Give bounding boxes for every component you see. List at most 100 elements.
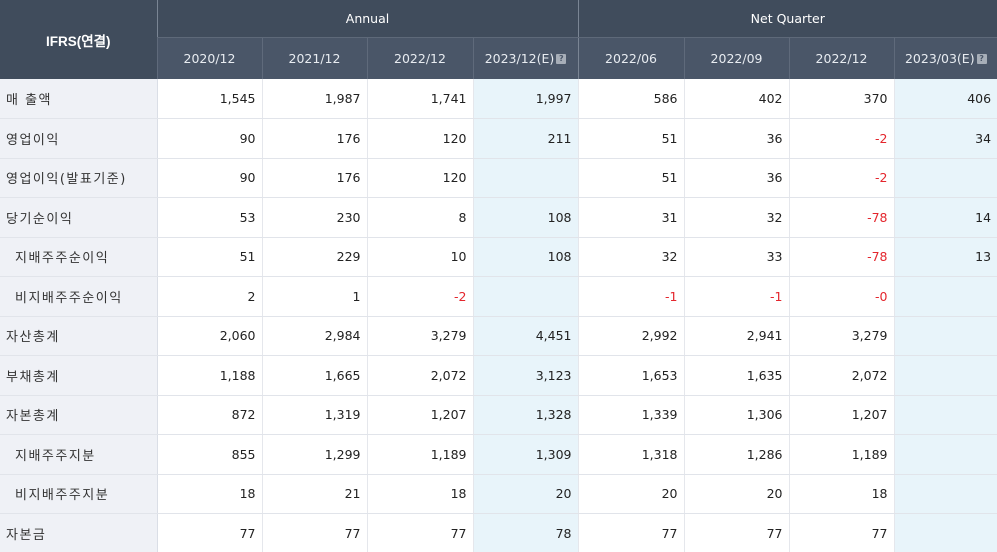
value-cell	[893, 434, 997, 475]
value-cell: 3,279	[366, 316, 473, 356]
row-net-income: 당기순이익 53 230 8 108 31 32 -78 14	[0, 197, 997, 238]
value-cell: 872	[156, 395, 262, 435]
value-cell: 18	[156, 474, 262, 514]
row-net-income-noncontrolling: 비지배주주순이익 2 1 -2 -1 -1 -0	[0, 276, 997, 317]
value-cell: 20	[683, 474, 790, 514]
value-cell: 32	[577, 237, 685, 277]
value-cell: 1,309	[472, 434, 579, 475]
value-cell: 1,207	[366, 395, 473, 435]
value-cell	[893, 316, 997, 356]
help-icon[interactable]	[976, 54, 987, 64]
period-header-annual-2023-12-estimate: 2023/12(E)	[472, 37, 579, 79]
row-total-equity: 자본총계 872 1,319 1,207 1,328 1,339 1,306 1…	[0, 395, 997, 435]
value-cell: 1,635	[683, 355, 790, 396]
value-cell: 108	[472, 197, 579, 238]
value-cell: 53	[156, 197, 262, 238]
value-cell: 1,987	[261, 79, 367, 119]
value-cell: 120	[366, 158, 473, 198]
value-cell: 51	[577, 158, 685, 198]
help-icon[interactable]	[556, 54, 567, 64]
value-cell: 1,299	[261, 434, 367, 475]
value-cell: 1,339	[577, 395, 685, 435]
value-cell: 78	[472, 513, 579, 552]
period-label: 2020/12	[183, 51, 236, 66]
value-cell: 3,279	[788, 316, 895, 356]
value-cell	[472, 158, 579, 198]
row-label: 자산총계	[0, 316, 158, 356]
row-label: 자본총계	[0, 395, 158, 435]
row-label: 비지배주주지분	[0, 474, 158, 514]
period-label: 2023/12(E)	[484, 51, 555, 66]
value-cell: 1,328	[472, 395, 579, 435]
value-cell: 1,997	[472, 79, 579, 119]
value-cell: 2,072	[366, 355, 473, 396]
value-cell: 2,984	[261, 316, 367, 356]
value-cell: 1,189	[366, 434, 473, 475]
value-cell: 21	[261, 474, 367, 514]
row-label: 자본금	[0, 513, 158, 552]
value-cell: 13	[893, 237, 997, 277]
period-label: 2021/12	[288, 51, 341, 66]
value-cell: 51	[156, 237, 262, 277]
value-cell: 32	[683, 197, 790, 238]
period-label: 2023/03(E)	[904, 51, 975, 66]
value-cell: -78	[788, 197, 895, 238]
group-header-annual: Annual	[156, 0, 579, 38]
value-cell: 2,992	[577, 316, 685, 356]
row-label: 지배주주순이익	[0, 237, 158, 277]
value-cell	[893, 474, 997, 514]
value-cell: 1,665	[261, 355, 367, 396]
value-cell: 1,318	[577, 434, 685, 475]
value-cell: 1,207	[788, 395, 895, 435]
value-cell: 34	[893, 118, 997, 159]
period-header-annual-2020-12: 2020/12	[156, 37, 262, 79]
row-equity-noncontrolling: 비지배주주지분 18 21 18 20 20 20 18	[0, 474, 997, 514]
value-cell: 855	[156, 434, 262, 475]
value-cell	[893, 355, 997, 396]
value-cell: 20	[472, 474, 579, 514]
value-cell: 1,286	[683, 434, 790, 475]
period-header-quarter-2022-06: 2022/06	[577, 37, 685, 79]
value-cell: 20	[577, 474, 685, 514]
row-revenue: 매 출액 1,545 1,987 1,741 1,997 586 402 370…	[0, 79, 997, 119]
value-cell	[893, 276, 997, 317]
period-header-quarter-2023-03-estimate: 2023/03(E)	[893, 37, 997, 79]
value-cell: 1,189	[788, 434, 895, 475]
value-cell: -78	[788, 237, 895, 277]
period-header-quarter-2022-09: 2022/09	[683, 37, 790, 79]
table-header: IFRS(연결) Annual Net Quarter 2020/12 2021…	[0, 0, 997, 79]
row-label: 비지배주주순이익	[0, 276, 158, 317]
row-label: 당기순이익	[0, 197, 158, 238]
group-header-row: IFRS(연결) Annual Net Quarter	[0, 0, 997, 79]
value-cell: 90	[156, 158, 262, 198]
value-cell: 33	[683, 237, 790, 277]
value-cell: 18	[366, 474, 473, 514]
value-cell: 4,451	[472, 316, 579, 356]
value-cell: 14	[893, 197, 997, 238]
row-label: 영업이익(발표기준)	[0, 158, 158, 198]
value-cell: -0	[788, 276, 895, 317]
value-cell: 1,653	[577, 355, 685, 396]
row-label: 부채총계	[0, 355, 158, 396]
value-cell: 10	[366, 237, 473, 277]
period-label: 2022/12	[815, 51, 868, 66]
value-cell: 370	[788, 79, 895, 119]
value-cell: 18	[788, 474, 895, 514]
value-cell: 77	[683, 513, 790, 552]
value-cell: 406	[893, 79, 997, 119]
value-cell	[893, 158, 997, 198]
group-header-net-quarter: Net Quarter	[577, 0, 997, 38]
value-cell: -2	[788, 118, 895, 159]
period-label: 2022/09	[710, 51, 763, 66]
value-cell: 120	[366, 118, 473, 159]
row-label: 영업이익	[0, 118, 158, 159]
period-header-annual-2022-12: 2022/12	[366, 37, 473, 79]
value-cell: 77	[788, 513, 895, 552]
value-cell: 1,188	[156, 355, 262, 396]
value-cell: 8	[366, 197, 473, 238]
period-header-annual-2021-12: 2021/12	[261, 37, 367, 79]
value-cell: -2	[788, 158, 895, 198]
row-label: 지배주주지분	[0, 434, 158, 475]
value-cell: 36	[683, 118, 790, 159]
